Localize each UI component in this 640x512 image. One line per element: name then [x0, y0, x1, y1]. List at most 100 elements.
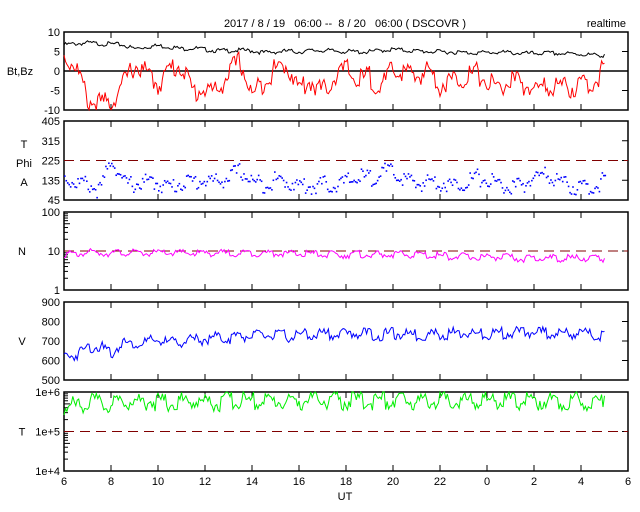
series-line-v [63, 325, 605, 362]
phi-point [466, 186, 469, 189]
phi-point [538, 174, 541, 177]
phi-point [309, 186, 311, 188]
phi-point [234, 165, 236, 167]
phi-point [322, 176, 325, 178]
phi-point [473, 172, 476, 175]
phi-point [575, 193, 577, 196]
phi-point [495, 180, 498, 182]
x-tick-label: 4 [578, 476, 584, 488]
phi-point [488, 185, 491, 188]
phi-point [372, 183, 375, 186]
phi-point [544, 166, 546, 169]
phi-point [415, 186, 417, 189]
phi-point [560, 176, 563, 179]
panel-1: 405 315 225 135 45 T Phi A [16, 116, 629, 207]
phi-point [304, 192, 307, 194]
phi-point [373, 183, 376, 185]
y-tick-label: 700 [42, 336, 60, 348]
phi-point [87, 188, 90, 191]
phi-point [550, 179, 552, 181]
phi-point [274, 171, 276, 173]
phi-point [453, 178, 455, 181]
phi-point [440, 190, 442, 192]
phi-point [71, 181, 73, 184]
phi-point [285, 181, 288, 184]
phi-point [144, 173, 147, 176]
phi-point [291, 182, 294, 185]
phi-point [337, 185, 339, 188]
phi-point [262, 191, 264, 194]
phi-point [84, 175, 87, 178]
phi-point [199, 180, 201, 183]
phi-point [487, 185, 489, 187]
phi-point [509, 191, 511, 194]
phi-point [94, 188, 97, 191]
phi-point [246, 178, 248, 180]
phi-point [306, 189, 308, 191]
phi-point [459, 188, 461, 191]
phi-point [573, 193, 576, 195]
phi-point [146, 178, 148, 181]
phi-point [454, 179, 457, 181]
phi-point [359, 180, 361, 183]
phi-point [116, 172, 119, 175]
phi-point [437, 185, 439, 188]
phi-point [209, 177, 212, 180]
phi-point [407, 173, 410, 175]
phi-point [413, 180, 416, 182]
phi-point [416, 183, 419, 186]
phi-point [102, 175, 104, 177]
phi-point [169, 182, 172, 185]
phi-point [65, 179, 68, 182]
y-tick-label: 1e+6 [35, 387, 60, 399]
phi-point [434, 176, 436, 178]
phi-point [391, 165, 394, 167]
y-tick-label: 800 [42, 317, 60, 329]
phi-point [457, 187, 460, 190]
phi-point [357, 179, 360, 181]
phi-point [272, 179, 275, 182]
phi-point [348, 181, 351, 184]
phi-point [83, 179, 85, 182]
phi-point [165, 181, 167, 184]
phi-point [290, 189, 292, 191]
phi-point [438, 186, 441, 188]
phi-point [266, 186, 269, 189]
y-axis-label: N [18, 246, 26, 258]
phi-point [431, 178, 433, 180]
phi-point [313, 187, 316, 190]
phi-point [249, 180, 251, 183]
phi-point [193, 177, 195, 179]
phi-point [594, 187, 596, 190]
phi-point [353, 179, 355, 182]
phi-point [548, 182, 551, 184]
phi-point [78, 182, 81, 185]
y-tick-label: 1e+4 [35, 466, 60, 478]
phi-point [401, 184, 404, 186]
phi-point [545, 176, 548, 179]
phi-point [432, 180, 435, 182]
x-tick-label: 22 [434, 476, 446, 488]
phi-point [409, 176, 411, 178]
phi-point [393, 173, 395, 176]
phi-point [163, 179, 166, 182]
phi-point [456, 181, 458, 184]
phi-point [207, 175, 210, 178]
phi-point [331, 190, 333, 193]
phi-point [188, 175, 191, 178]
x-axis-label: UT [338, 491, 353, 503]
phi-point [216, 179, 219, 182]
phi-point [329, 190, 332, 193]
phi-point [66, 182, 69, 184]
phi-point [68, 183, 71, 186]
phi-point [567, 185, 570, 188]
phi-point [591, 191, 593, 194]
series-line-bt [63, 40, 605, 59]
phi-point [81, 177, 84, 180]
phi-point [582, 180, 585, 182]
phi-point [601, 172, 604, 174]
phi-point [504, 189, 507, 192]
phi-point [213, 177, 216, 180]
phi-point [88, 191, 91, 193]
phi-point [557, 178, 560, 180]
